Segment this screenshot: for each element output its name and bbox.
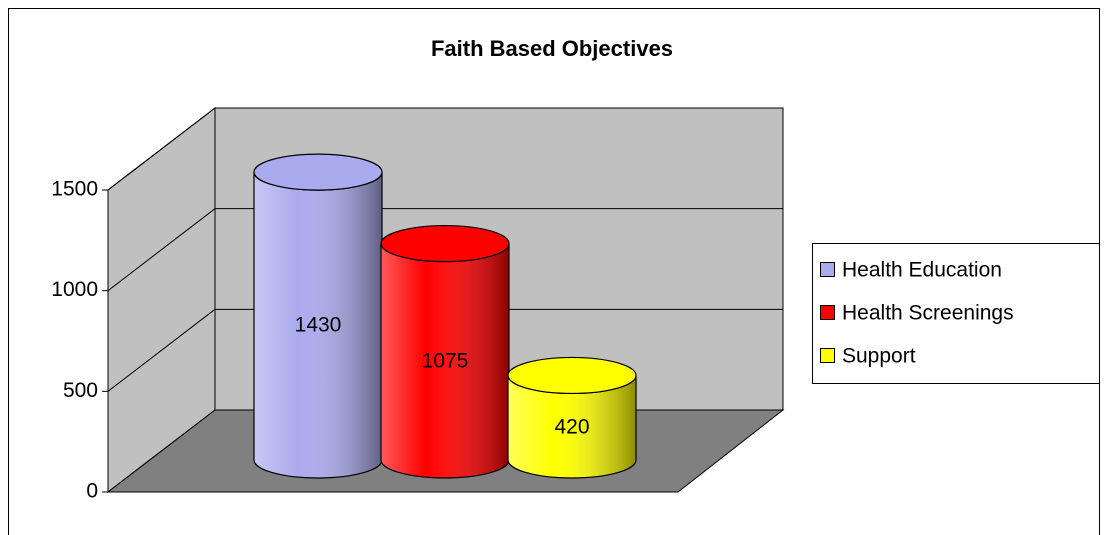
data-label: 1075: [422, 349, 469, 372]
chart-title: Faith Based Objectives: [431, 36, 673, 61]
grid-line: [107, 308, 216, 392]
cylinder-top: [380, 224, 510, 263]
legend-label: Health Education: [842, 259, 1002, 282]
data-label: 1430: [295, 314, 342, 337]
legend-label: Support: [842, 345, 916, 368]
legend-swatch: [820, 305, 835, 320]
grid-line: [107, 107, 216, 191]
cylinder-top: [507, 356, 637, 395]
grid-line: [107, 208, 216, 292]
y-tick-label: 1500: [51, 178, 98, 201]
cylinder-top: [253, 153, 383, 191]
legend: [812, 243, 1100, 384]
legend-swatch: [820, 262, 835, 277]
y-tick-label: 0: [86, 480, 98, 503]
legend-swatch: [820, 348, 835, 363]
y-tick-label: 500: [63, 379, 98, 402]
data-label: 420: [554, 415, 589, 438]
y-tick-label: 1000: [51, 278, 98, 301]
legend-label: Health Screenings: [842, 302, 1014, 325]
